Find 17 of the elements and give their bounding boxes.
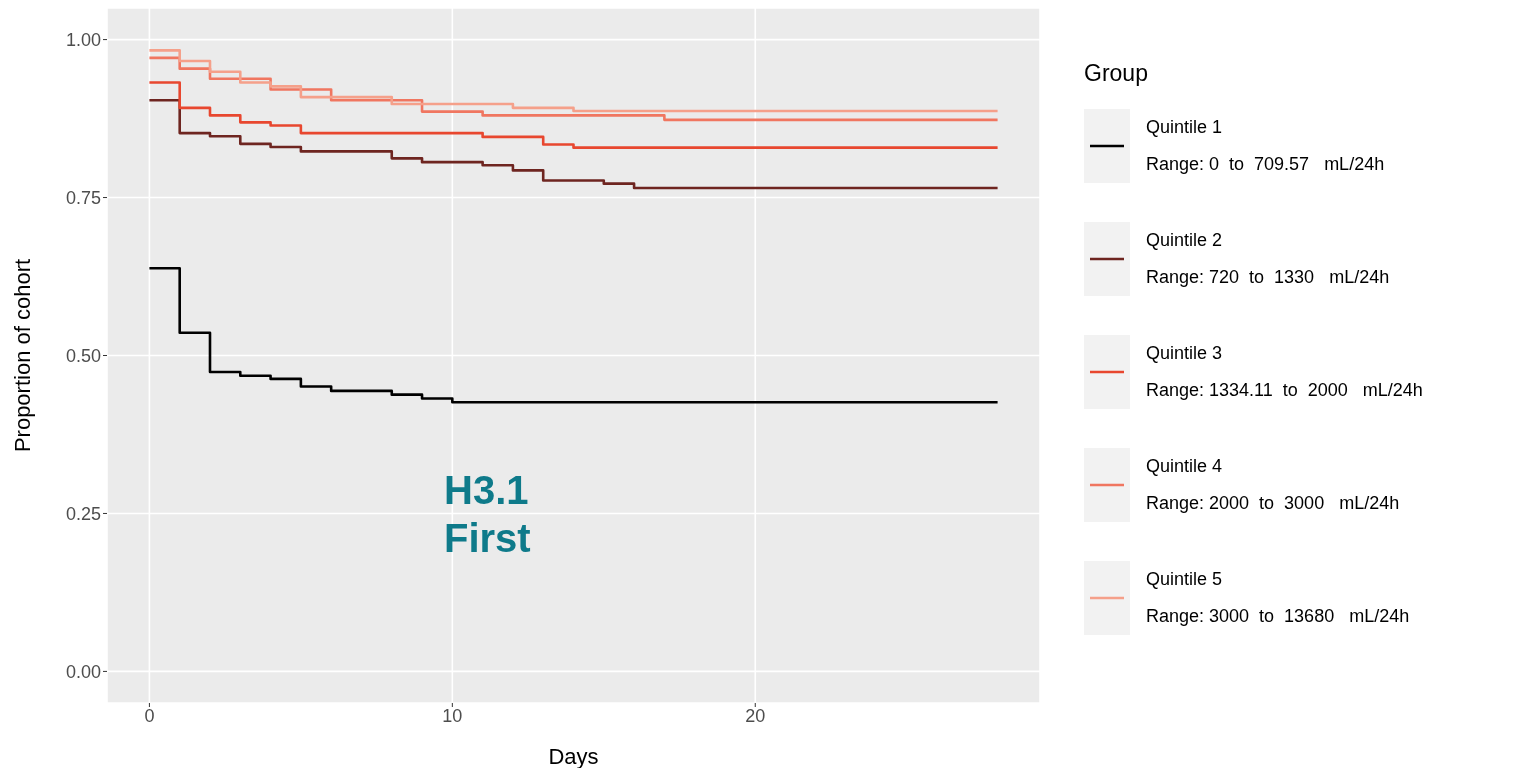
y-tick-label: 0.25 <box>65 503 101 524</box>
y-tick-label: 0.00 <box>65 661 101 682</box>
y-tick-label: 0.75 <box>65 187 101 208</box>
x-tick-label: 0 <box>144 705 155 726</box>
legend-title: Group <box>1084 60 1149 87</box>
x-tick-label: 20 <box>745 705 766 726</box>
legend-label: Quintile 1 Range: 0 to 709.57 mL/24h <box>1146 116 1385 176</box>
legend-label: Quintile 5 Range: 3000 to 13680 mL/24h <box>1146 568 1410 628</box>
legend-label: Quintile 4 Range: 2000 to 3000 mL/24h <box>1146 455 1400 515</box>
x-axis-title: Days <box>548 744 599 769</box>
x-tick-label: 10 <box>442 705 463 726</box>
y-tick-label: 1.00 <box>65 29 101 50</box>
y-axis-title: Proportion of cohort <box>9 258 35 453</box>
y-tick-label: 0.50 <box>65 345 101 366</box>
legend-label: Quintile 2 Range: 720 to 1330 mL/24h <box>1146 229 1390 289</box>
legend-label: Quintile 3 Range: 1334.11 to 2000 mL/24h <box>1146 342 1423 402</box>
annotation: H3.1 First <box>444 467 531 562</box>
